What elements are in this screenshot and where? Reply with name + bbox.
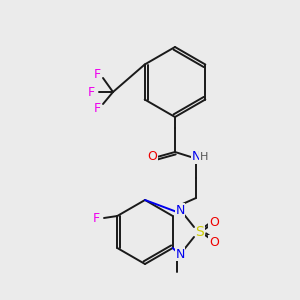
Text: H: H — [200, 152, 208, 162]
Text: F: F — [93, 68, 100, 80]
Text: F: F — [92, 212, 100, 224]
Text: F: F — [87, 85, 94, 98]
Text: O: O — [147, 151, 157, 164]
Text: O: O — [209, 215, 219, 229]
Text: S: S — [196, 225, 204, 239]
Text: N: N — [175, 203, 185, 217]
Text: N: N — [175, 248, 185, 260]
Text: O: O — [209, 236, 219, 248]
Text: N: N — [191, 151, 201, 164]
Text: F: F — [93, 101, 100, 115]
